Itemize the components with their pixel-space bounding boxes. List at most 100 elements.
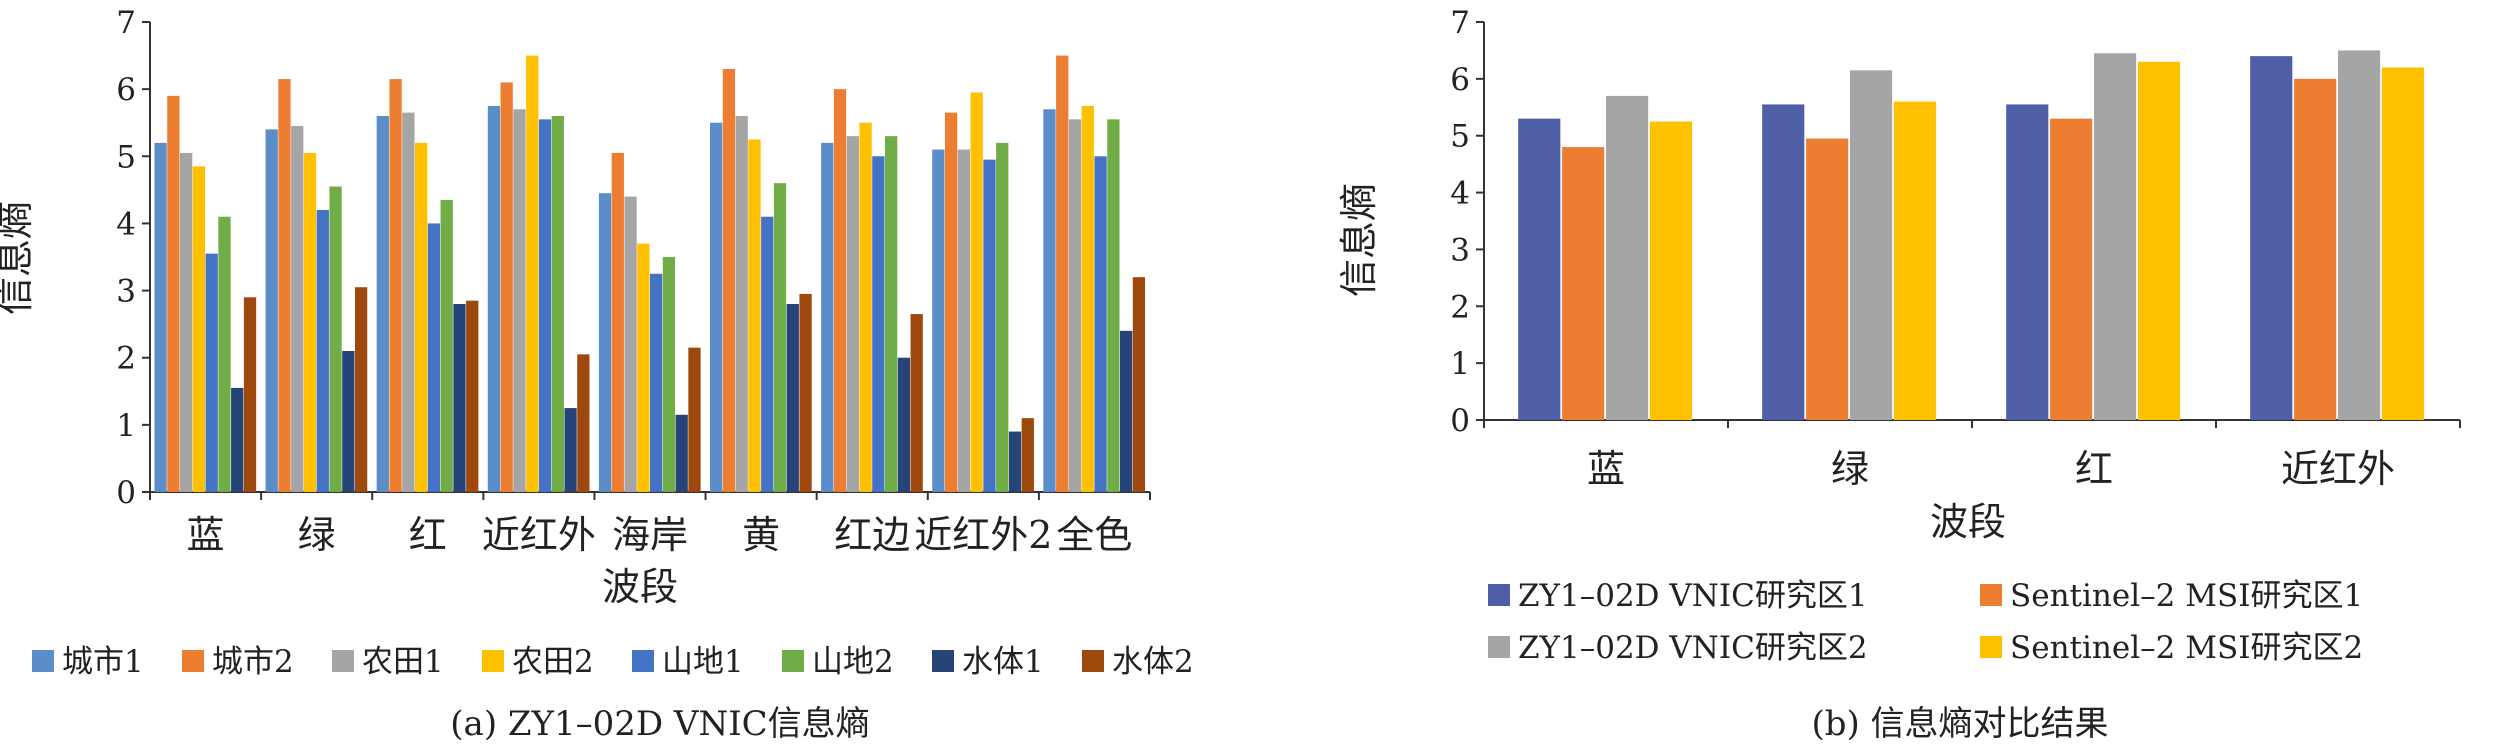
chart-a-y-axis-label: 信息熵 xyxy=(0,201,37,315)
x-category-label: 近红外2 xyxy=(914,513,1052,557)
y-tick-label: 3 xyxy=(1450,232,1470,268)
legend-label: 水体1 xyxy=(962,644,1044,680)
bar xyxy=(402,112,415,493)
legend-swatch xyxy=(932,650,954,672)
legend-label: 农田2 xyxy=(512,644,594,680)
legend-swatch xyxy=(1082,650,1104,672)
bar xyxy=(2094,53,2137,421)
bar xyxy=(624,196,637,493)
bar xyxy=(821,142,834,492)
legend-swatch xyxy=(782,650,804,672)
chart-a-caption: (a) ZY1–02D VNIC信息熵 xyxy=(450,704,869,744)
bar xyxy=(710,122,723,492)
bar xyxy=(278,79,291,493)
bar xyxy=(243,297,257,492)
bar xyxy=(786,304,799,492)
y-tick-label: 2 xyxy=(116,341,136,377)
bar xyxy=(1043,109,1056,493)
bar xyxy=(1056,55,1069,492)
bar xyxy=(1606,95,1649,421)
bar xyxy=(1850,70,1893,420)
bar xyxy=(218,216,231,492)
bar xyxy=(945,112,958,493)
bar xyxy=(1068,119,1082,492)
legend-swatch xyxy=(182,650,204,672)
legend-label: Sentinel–2 MSI研究区2 xyxy=(2010,630,2363,666)
x-category-label: 近红外 xyxy=(482,513,596,557)
bar xyxy=(598,193,612,492)
bar xyxy=(440,199,453,492)
legend-swatch xyxy=(332,650,354,672)
bar xyxy=(1094,156,1107,493)
bar xyxy=(376,116,389,492)
y-tick-label: 5 xyxy=(1450,119,1470,155)
bar xyxy=(291,126,304,493)
bar xyxy=(180,152,193,492)
x-category-label: 红边 xyxy=(834,513,910,557)
legend-swatch xyxy=(1488,636,1510,658)
legend-swatch xyxy=(482,650,504,672)
x-category-label: 海岸 xyxy=(612,513,688,557)
chart-b-caption: (b) 信息熵对比结果 xyxy=(1811,704,2108,744)
y-tick-label: 5 xyxy=(116,139,136,175)
bar xyxy=(688,347,701,492)
bar xyxy=(799,293,812,492)
bar xyxy=(932,149,945,493)
bar xyxy=(316,210,329,492)
y-tick-label: 4 xyxy=(116,206,136,242)
bar xyxy=(577,354,590,492)
bar xyxy=(466,300,479,492)
chart-a-x-axis-label: 波段 xyxy=(602,565,678,609)
bar xyxy=(2294,78,2337,420)
bar xyxy=(154,142,167,492)
x-category-label: 红 xyxy=(409,513,447,557)
bar xyxy=(265,129,278,492)
legend-swatch xyxy=(1980,584,2002,606)
legend-swatch xyxy=(1488,584,1510,606)
legend-label: 水体2 xyxy=(1112,644,1194,680)
bar xyxy=(1562,147,1605,421)
x-category-label: 绿 xyxy=(1831,447,1869,491)
bar xyxy=(513,109,526,493)
bar xyxy=(1107,119,1120,492)
bar xyxy=(910,314,923,492)
bar xyxy=(1649,121,1693,420)
y-tick-label: 4 xyxy=(1450,176,1470,212)
bar xyxy=(761,216,774,492)
legend-swatch xyxy=(632,650,654,672)
bar xyxy=(453,304,466,492)
bar xyxy=(1806,138,1849,421)
y-tick-label: 2 xyxy=(1450,289,1470,325)
bar xyxy=(885,136,898,492)
bar xyxy=(1021,418,1034,492)
bar xyxy=(551,116,564,492)
x-category-label: 绿 xyxy=(298,513,336,557)
bar xyxy=(637,243,650,492)
bar xyxy=(355,287,368,492)
y-tick-label: 1 xyxy=(1450,346,1470,382)
bar xyxy=(983,159,996,492)
x-category-label: 黄 xyxy=(742,513,780,557)
y-tick-label: 1 xyxy=(116,408,136,444)
y-tick-label: 7 xyxy=(116,5,136,41)
x-category-label: 红 xyxy=(2075,447,2113,491)
legend-label: Sentinel–2 MSI研究区1 xyxy=(2010,578,2363,614)
bar xyxy=(897,357,911,492)
x-category-label: 蓝 xyxy=(1587,447,1625,491)
bar xyxy=(2250,56,2293,420)
y-tick-label: 0 xyxy=(116,475,136,511)
bar xyxy=(872,156,885,493)
x-category-label: 近红外 xyxy=(2281,447,2395,491)
bar xyxy=(748,139,761,492)
y-tick-label: 6 xyxy=(116,72,136,108)
bar xyxy=(2137,61,2181,421)
bar xyxy=(342,351,355,492)
y-tick-label: 0 xyxy=(1450,403,1470,439)
y-tick-label: 6 xyxy=(1450,62,1470,98)
bar xyxy=(996,142,1009,492)
bar xyxy=(2338,50,2381,421)
bar xyxy=(662,257,676,492)
bar xyxy=(722,69,736,492)
chart-b-x-axis-label: 波段 xyxy=(1930,500,2006,544)
